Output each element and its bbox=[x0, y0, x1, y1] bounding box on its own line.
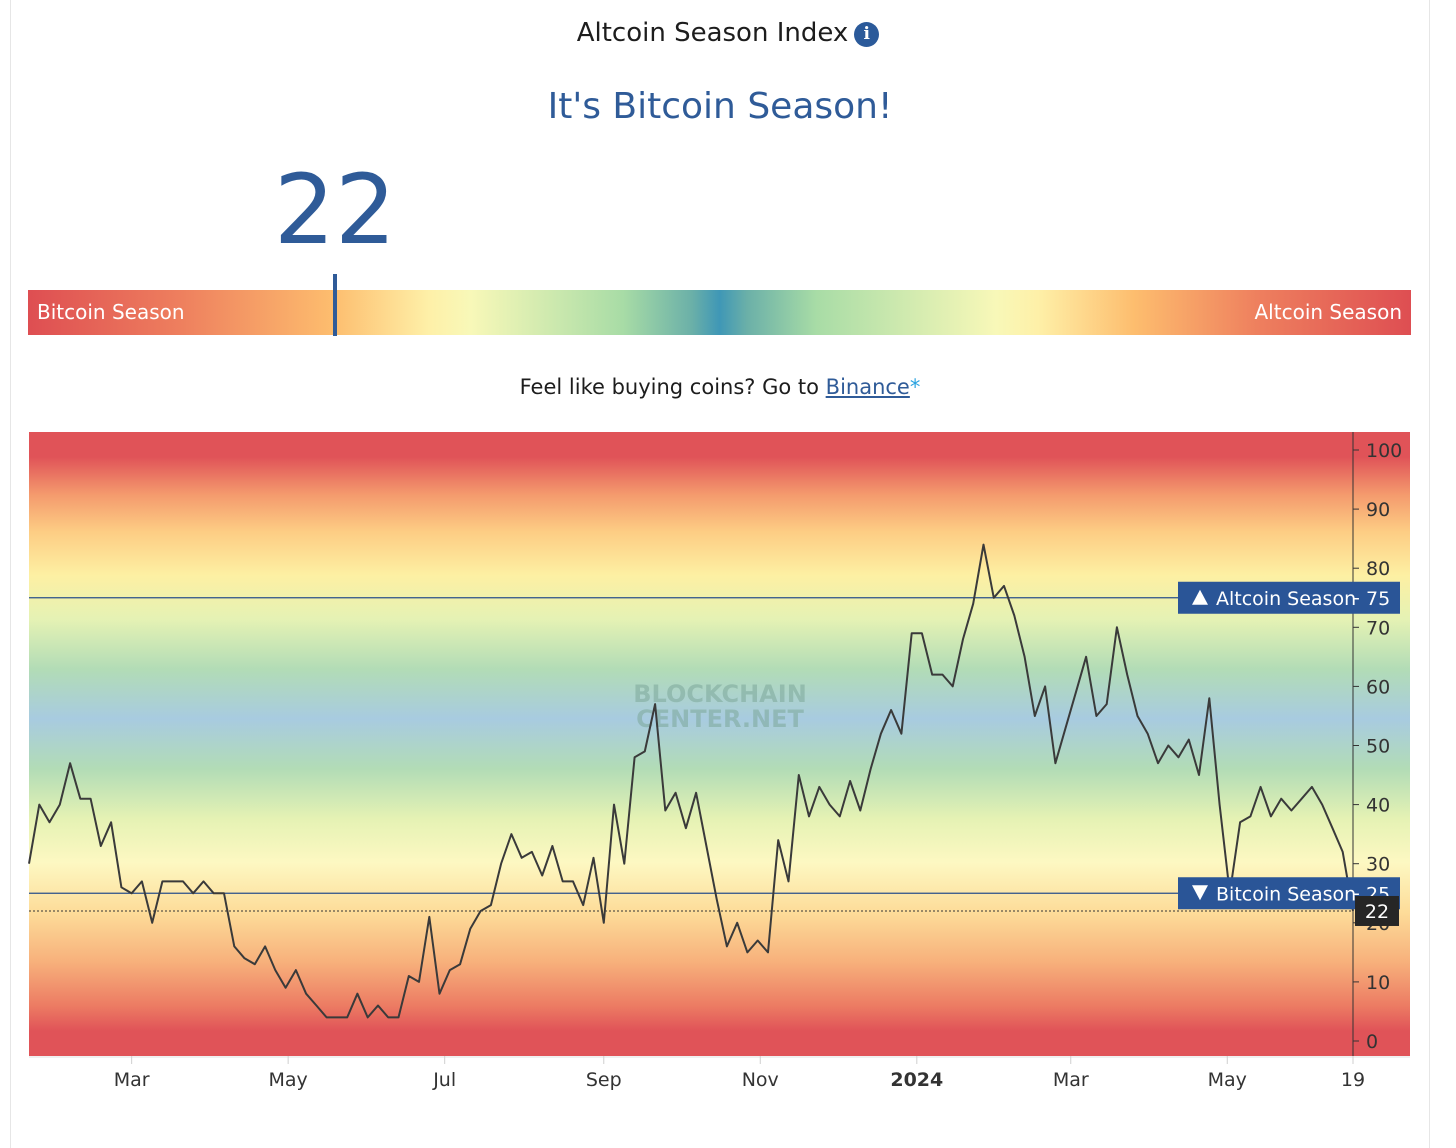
y-tick-label: 0 bbox=[1366, 1031, 1378, 1053]
y-tick-label: 10 bbox=[1366, 972, 1390, 994]
triangle-up-icon bbox=[1192, 589, 1208, 605]
threshold-tag-label: Altcoin Season bbox=[1216, 588, 1356, 610]
y-tick-label: 30 bbox=[1366, 854, 1390, 876]
y-tick-label: 60 bbox=[1366, 676, 1390, 698]
page-frame bbox=[10, 0, 1430, 1148]
y-tick-label: 50 bbox=[1366, 736, 1390, 758]
y-tick-label: 40 bbox=[1366, 795, 1390, 817]
gauge-left-label: Bitcoin Season bbox=[37, 300, 185, 324]
season-gauge-bar bbox=[28, 290, 1411, 335]
y-tick-label: 90 bbox=[1366, 499, 1390, 521]
y-tick-label: 100 bbox=[1366, 440, 1402, 462]
threshold-tag-label: Bitcoin Season bbox=[1216, 883, 1356, 905]
gauge-right-label: Altcoin Season bbox=[1254, 300, 1403, 324]
gauge-marker bbox=[333, 274, 337, 336]
current-value-label: 22 bbox=[1365, 901, 1389, 923]
x-tick-label: Jul bbox=[432, 1069, 456, 1091]
threshold-tag-separator: - bbox=[1353, 882, 1360, 904]
y-tick-label: 70 bbox=[1366, 617, 1390, 639]
index-value: 22 bbox=[273, 154, 397, 266]
threshold-tag bbox=[1178, 581, 1400, 614]
watermark-line-2: CENTER.NET bbox=[636, 705, 804, 733]
triangle-down-icon bbox=[1192, 885, 1208, 901]
x-tick-label: 2024 bbox=[890, 1069, 943, 1091]
threshold-tag-value: 75 bbox=[1366, 588, 1390, 610]
y-tick-label: 80 bbox=[1366, 558, 1390, 580]
threshold-tag-separator: - bbox=[1353, 587, 1360, 609]
x-tick-label: May bbox=[1208, 1069, 1247, 1091]
binance-link[interactable]: Binance bbox=[825, 375, 910, 399]
page-title: Altcoin Season Index i bbox=[0, 18, 1456, 48]
series-line bbox=[28, 543, 1354, 1019]
page-title-text: Altcoin Season Index bbox=[576, 18, 849, 48]
chart-background bbox=[29, 432, 1410, 1056]
info-icon[interactable]: i bbox=[854, 22, 880, 47]
season-heading: It's Bitcoin Season! bbox=[547, 86, 893, 127]
x-tick-label: May bbox=[269, 1069, 308, 1091]
x-tick-label: Mar bbox=[1053, 1069, 1089, 1091]
promo-text: Feel like buying coins? Go to Binance* bbox=[0, 375, 1440, 399]
x-tick-label: Nov bbox=[742, 1069, 779, 1091]
current-value-tag bbox=[1355, 895, 1399, 926]
x-tick-label: 19 bbox=[1341, 1069, 1365, 1091]
promo-asterisk: * bbox=[909, 375, 921, 399]
x-tick-label: Mar bbox=[114, 1069, 150, 1091]
x-tick-label: Sep bbox=[586, 1069, 622, 1091]
promo-prefix: Feel like buying coins? Go to bbox=[519, 375, 826, 399]
watermark-line-1: BLOCKCHAIN bbox=[633, 680, 807, 708]
